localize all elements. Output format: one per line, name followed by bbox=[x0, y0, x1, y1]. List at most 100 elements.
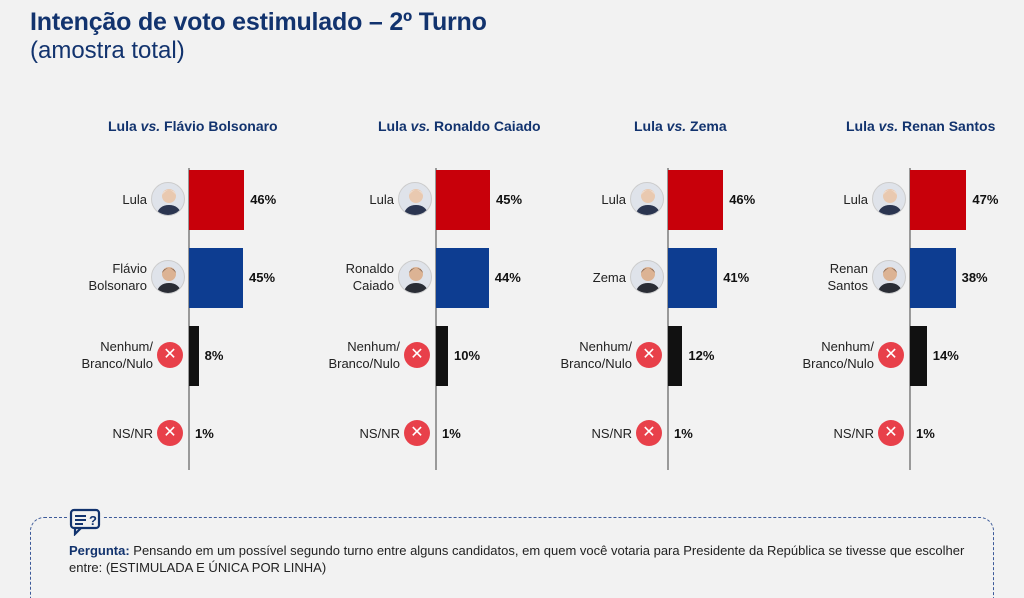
category-label: Zema bbox=[593, 269, 626, 286]
chart-panel-1: Lula vs. Flávio Bolsonaro Lula 46% Flávio Bo… bbox=[48, 118, 278, 478]
data-label: 46% bbox=[729, 192, 756, 207]
lula-avatar bbox=[872, 182, 906, 216]
chart-title-part: Lula bbox=[378, 118, 411, 134]
chart-axis bbox=[188, 168, 190, 470]
data-label: 1% bbox=[195, 426, 214, 441]
category-label-line: Nenhum/ bbox=[100, 339, 153, 354]
x-circle-icon: ✕ bbox=[157, 342, 183, 368]
data-label: 10% bbox=[454, 348, 481, 363]
x-circle-icon: ✕ bbox=[404, 342, 430, 368]
opponent-avatar bbox=[872, 260, 906, 294]
page-subtitle: (amostra total) bbox=[30, 37, 185, 64]
category-label-line: Branco/Nulo bbox=[560, 356, 632, 371]
bar-nenhum bbox=[910, 326, 927, 386]
category-label: Lula bbox=[122, 191, 147, 208]
data-label: 1% bbox=[916, 426, 935, 441]
chart-title-vs: vs. bbox=[878, 118, 899, 134]
data-label: 8% bbox=[204, 348, 224, 363]
chart-title-vs: vs. bbox=[140, 118, 161, 134]
category-label-line: NS/NR bbox=[591, 425, 632, 441]
category-label-line: Lula bbox=[122, 191, 147, 207]
data-label: 38% bbox=[961, 270, 988, 285]
chart-panel-4: Lula vs. Renan Santos Lula 47% Renan Santos 3… bbox=[790, 118, 1020, 478]
chart-title: Lula vs. Ronaldo Caiado bbox=[378, 118, 541, 134]
bar-lula bbox=[910, 170, 967, 230]
category-label-line: Lula bbox=[369, 191, 394, 207]
data-label: 1% bbox=[674, 426, 693, 441]
chart-axis bbox=[909, 168, 911, 470]
chart-title-part: Lula bbox=[634, 118, 667, 134]
category-label-line: Zema bbox=[592, 269, 626, 285]
category-label: Lula bbox=[843, 191, 868, 208]
opponent-avatar bbox=[630, 260, 664, 294]
bar-opponent bbox=[189, 248, 243, 308]
category-label-line: NS/NR bbox=[112, 425, 153, 441]
bar-opponent bbox=[436, 248, 489, 308]
question-body: Pensando em um possível segundo turno en… bbox=[69, 543, 965, 575]
category-label-line: Caiado bbox=[352, 278, 394, 293]
category-label-line: NS/NR bbox=[359, 425, 400, 441]
category-label: NS/NR bbox=[834, 425, 874, 442]
category-label-line: Nenhum/ bbox=[347, 339, 400, 354]
lula-avatar bbox=[151, 182, 185, 216]
bar-lula bbox=[668, 170, 724, 230]
chart-panel-2: Lula vs. Ronaldo Caiado Lula 45% Ronaldo Cai… bbox=[312, 118, 542, 478]
question-label: Pergunta: bbox=[69, 543, 130, 558]
category-label-line: Branco/Nulo bbox=[81, 356, 153, 371]
question-chat-icon: ? bbox=[69, 508, 103, 537]
bar-opponent bbox=[910, 248, 956, 308]
x-circle-icon: ✕ bbox=[878, 420, 904, 446]
chart-title: Lula vs. Renan Santos bbox=[846, 118, 995, 134]
lula-avatar bbox=[630, 182, 664, 216]
chart-title-part: Renan Santos bbox=[898, 118, 996, 134]
bar-lula bbox=[436, 170, 490, 230]
chart-axis bbox=[667, 168, 669, 470]
category-label-line: Nenhum/ bbox=[579, 339, 632, 354]
opponent-avatar bbox=[398, 260, 432, 294]
category-label-line: Flávio bbox=[112, 261, 147, 276]
category-label: Lula bbox=[369, 191, 394, 208]
svg-text:?: ? bbox=[89, 513, 97, 528]
bar-nenhum bbox=[436, 326, 448, 386]
data-label: 14% bbox=[932, 348, 959, 363]
chart-title-part: Lula bbox=[108, 118, 141, 134]
category-label-line: Branco/Nulo bbox=[802, 356, 874, 371]
bar-lula bbox=[189, 170, 245, 230]
question-text: Pergunta: Pensando em um possível segund… bbox=[69, 542, 979, 576]
chart-panel-3: Lula vs. Zema Lula 46% Zema 41% Nenhum/Branco… bbox=[552, 118, 782, 478]
category-label-line: Santos bbox=[827, 278, 868, 293]
data-label: 44% bbox=[494, 270, 521, 285]
data-label: 12% bbox=[688, 348, 715, 363]
category-label-line: Ronaldo bbox=[345, 261, 394, 276]
category-label: Flávio Bolsonaro bbox=[88, 260, 147, 294]
category-label: Nenhum/Branco/Nulo bbox=[802, 338, 874, 372]
x-circle-icon: ✕ bbox=[878, 342, 904, 368]
category-label: NS/NR bbox=[592, 425, 632, 442]
category-label: NS/NR bbox=[360, 425, 400, 442]
category-label-line: NS/NR bbox=[833, 425, 874, 441]
chart-title: Lula vs. Zema bbox=[634, 118, 727, 134]
chart-axis bbox=[435, 168, 437, 470]
data-label: 47% bbox=[972, 192, 999, 207]
category-label: NS/NR bbox=[113, 425, 153, 442]
bar-opponent bbox=[668, 248, 718, 308]
page-title: Intenção de voto estimulado – 2º Turno bbox=[30, 8, 487, 36]
x-circle-icon: ✕ bbox=[636, 420, 662, 446]
category-label: Nenhum/Branco/Nulo bbox=[81, 338, 153, 372]
category-label: Lula bbox=[601, 191, 626, 208]
x-circle-icon: ✕ bbox=[636, 342, 662, 368]
bar-nenhum bbox=[668, 326, 683, 386]
data-label: 41% bbox=[723, 270, 750, 285]
chart-title: Lula vs. Flávio Bolsonaro bbox=[108, 118, 278, 134]
lula-avatar bbox=[398, 182, 432, 216]
opponent-avatar bbox=[151, 260, 185, 294]
data-label: 1% bbox=[442, 426, 461, 441]
category-label-line: Renan bbox=[829, 261, 868, 276]
category-label: Nenhum/Branco/Nulo bbox=[328, 338, 400, 372]
chart-title-vs: vs. bbox=[410, 118, 431, 134]
chart-title-part: Zema bbox=[686, 118, 727, 134]
category-label-line: Lula bbox=[843, 191, 868, 207]
chart-title-part: Flávio Bolsonaro bbox=[160, 118, 278, 134]
category-label: Nenhum/Branco/Nulo bbox=[560, 338, 632, 372]
x-circle-icon: ✕ bbox=[157, 420, 183, 446]
